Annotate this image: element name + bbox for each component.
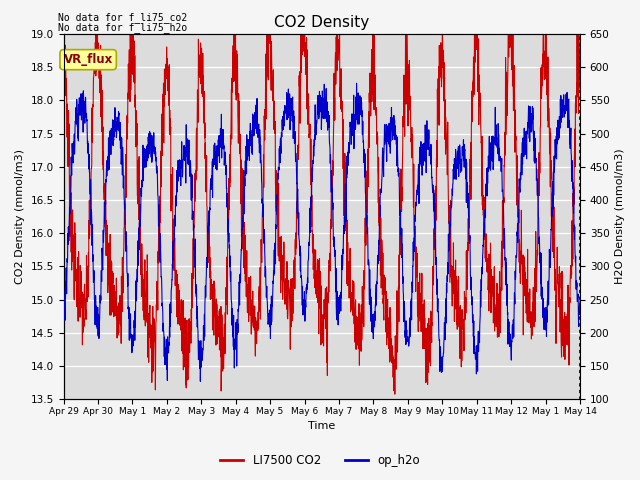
- Y-axis label: H2O Density (mmol/m3): H2O Density (mmol/m3): [615, 149, 625, 284]
- X-axis label: Time: Time: [308, 421, 335, 432]
- Text: No data for f_li75_h2o: No data for f_li75_h2o: [58, 22, 187, 33]
- Text: VR_flux: VR_flux: [63, 53, 113, 66]
- Y-axis label: CO2 Density (mmol/m3): CO2 Density (mmol/m3): [15, 149, 25, 284]
- Legend: LI7500 CO2, op_h2o: LI7500 CO2, op_h2o: [215, 449, 425, 472]
- Text: No data for f_li75_co2: No data for f_li75_co2: [58, 12, 187, 23]
- Title: CO2 Density: CO2 Density: [274, 15, 369, 30]
